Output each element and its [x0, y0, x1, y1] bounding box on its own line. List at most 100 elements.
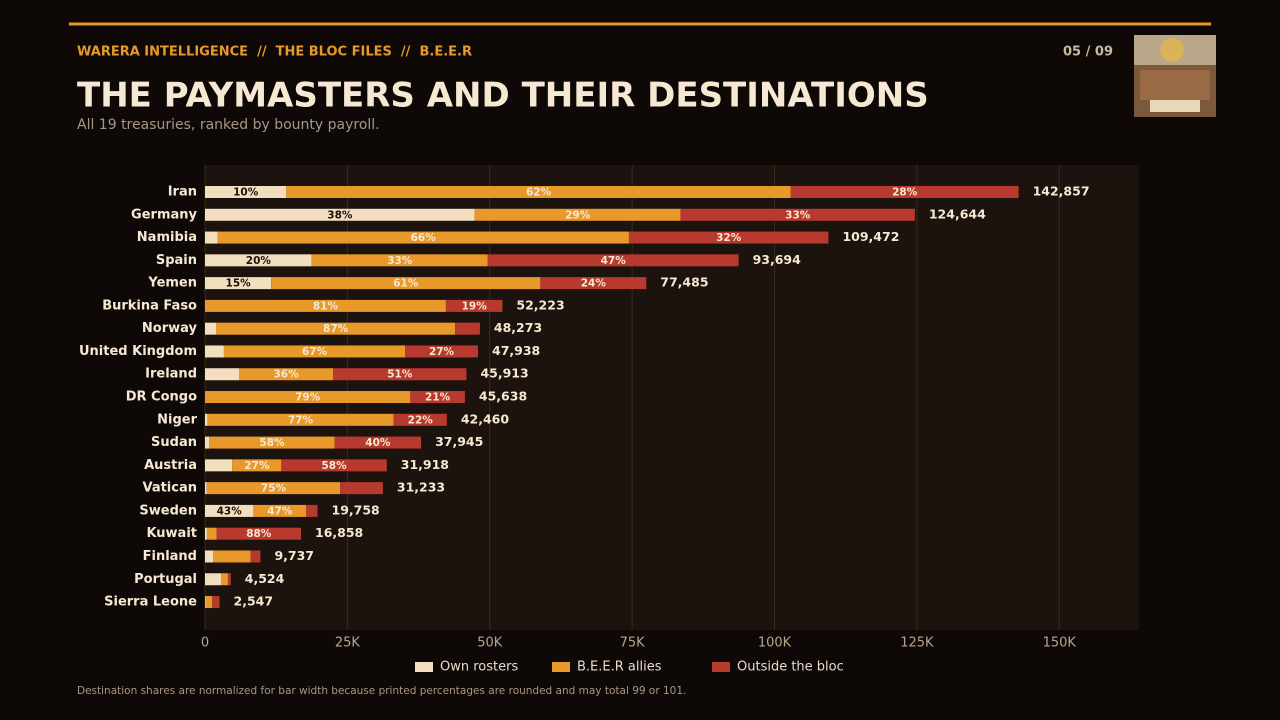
bar-segment [680, 208, 915, 221]
bar-segment [220, 573, 228, 586]
legend-label: Own rosters [440, 660, 518, 675]
bar-segment [205, 254, 312, 267]
legend-swatch [712, 662, 730, 672]
bar-segment [205, 596, 213, 609]
bar-segment [205, 368, 239, 381]
total-label: 4,524 [245, 571, 285, 586]
segment-label: 24% [581, 278, 607, 290]
bar-segment [205, 550, 214, 563]
bar-segment [333, 368, 467, 381]
segment-label: 79% [295, 392, 321, 404]
y-tick-label: Sweden [139, 503, 197, 518]
y-tick-label: DR Congo [126, 390, 197, 405]
y-tick-label: Vatican [142, 481, 197, 496]
bar-segment [216, 527, 302, 540]
y-tick-label: Spain [156, 253, 197, 268]
bar-segment [455, 322, 480, 335]
total-label: 52,223 [516, 297, 564, 312]
bar-segment [209, 436, 335, 449]
bar-segment [205, 345, 224, 358]
bar-segment [205, 208, 475, 221]
segment-label: 19% [462, 300, 488, 312]
segment-label: 33% [785, 209, 811, 221]
kicker: WARERA INTELLIGENCE // THE BLOC FILES //… [77, 45, 472, 60]
y-tick-label: Iran [168, 185, 197, 200]
segment-label: 38% [327, 209, 353, 221]
segment-label: 67% [302, 346, 328, 358]
total-label: 48,273 [494, 320, 542, 335]
total-label: 37,945 [435, 434, 483, 449]
total-label: 45,638 [479, 389, 527, 404]
segment-label: 36% [273, 369, 299, 381]
total-label: 16,858 [315, 525, 363, 540]
x-tick-label: 25K [335, 636, 361, 651]
total-label: 109,472 [842, 229, 899, 244]
bar-segment [286, 186, 791, 198]
bar-segment [205, 413, 208, 426]
y-tick-label: Germany [131, 207, 197, 222]
total-label: 9,737 [274, 548, 314, 563]
segment-label: 33% [387, 255, 413, 267]
x-tick-label: 0 [201, 636, 209, 651]
bar-segment [205, 186, 287, 198]
segment-label: 32% [716, 232, 742, 244]
y-tick-label: Sudan [151, 435, 197, 450]
bar-segment [790, 186, 1019, 198]
bar-segment [487, 254, 739, 267]
y-tick-label: United Kingdom [79, 344, 197, 359]
bar-segment [410, 391, 465, 404]
bar-segment [205, 391, 411, 404]
bar-segment [238, 368, 334, 381]
segment-label: 27% [244, 460, 270, 472]
bar-segment [205, 482, 207, 495]
legend-label: Outside the bloc [737, 660, 844, 675]
total-label: 93,694 [753, 252, 802, 267]
legend-label: B.E.E.R allies [577, 660, 662, 675]
y-tick-label: Austria [144, 458, 197, 473]
x-tick-label: 125K [900, 636, 934, 651]
y-tick-label: Finland [143, 549, 197, 564]
y-tick-label: Burkina Faso [102, 298, 197, 313]
segment-label: 77% [288, 414, 314, 426]
y-tick-label: Portugal [134, 572, 197, 587]
total-label: 31,918 [401, 457, 449, 472]
subtitle: All 19 treasuries, ranked by bounty payr… [77, 117, 380, 133]
segment-label: 88% [246, 528, 272, 540]
total-label: 2,547 [234, 594, 274, 609]
x-tick-label: 100K [758, 636, 792, 651]
bar-segment [205, 527, 207, 540]
y-tick-label: Sierra Leone [104, 595, 197, 610]
total-label: 31,233 [397, 480, 445, 495]
bar-segment [311, 254, 488, 267]
total-label: 77,485 [660, 275, 708, 290]
x-tick-label: 150K [1043, 636, 1077, 651]
bar-segment [227, 573, 231, 586]
y-tick-label: Niger [157, 412, 197, 427]
segment-label: 29% [565, 209, 591, 221]
bar-segment [205, 322, 216, 335]
segment-label: 40% [365, 437, 391, 449]
bar-segment [205, 436, 210, 449]
bar-segment [271, 277, 541, 290]
footnote: Destination shares are normalized for ba… [77, 685, 686, 697]
bar-segment [205, 459, 233, 472]
segment-label: 87% [323, 323, 349, 335]
legend-swatch [552, 662, 570, 672]
bar-segment [405, 345, 479, 358]
bar-segment [212, 596, 220, 609]
segment-label: 20% [246, 255, 272, 267]
bar-segment [340, 482, 383, 495]
bar-segment [205, 277, 272, 290]
segment-label: 15% [226, 278, 252, 290]
total-label: 42,460 [461, 411, 510, 426]
bar-segment [445, 299, 503, 312]
y-tick-label: Yemen [147, 276, 197, 291]
bar-segment [207, 413, 394, 426]
segment-label: 66% [411, 232, 437, 244]
bar-segment [215, 322, 456, 335]
bar-segment [393, 413, 447, 426]
bar-segment [250, 550, 261, 563]
segment-label: 81% [313, 300, 339, 312]
bar-segment [205, 504, 254, 517]
